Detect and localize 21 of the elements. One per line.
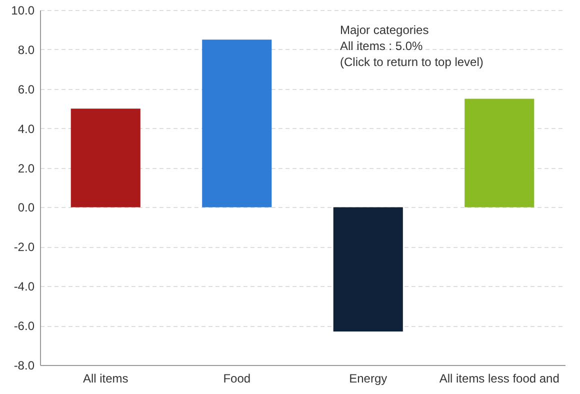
- y-tick-label: 2.0: [18, 161, 35, 176]
- y-tick-label: 6.0: [18, 82, 35, 96]
- bar: [464, 98, 534, 208]
- y-tick-label: 0.0: [18, 200, 35, 215]
- x-tick-label: All items: [82, 372, 128, 386]
- bar: [202, 40, 272, 208]
- y-tick-label: 10.0: [11, 4, 35, 18]
- x-tick-label: All items less food and: [439, 372, 560, 386]
- annotation: All items : 5.0%: [340, 39, 424, 53]
- y-tick-label: -6.0: [14, 319, 35, 334]
- y-tick-label: -2.0: [14, 240, 35, 254]
- annotation: (Click to return to top level): [340, 55, 484, 69]
- y-tick-label: -4.0: [14, 280, 35, 294]
- bar: [333, 207, 403, 332]
- bar: [70, 108, 140, 208]
- y-tick-label: 8.0: [18, 42, 35, 57]
- annotation: Major categories: [340, 23, 429, 37]
- x-tick-label: Food: [223, 372, 251, 386]
- x-tick-label: Energy: [349, 372, 388, 386]
- y-tick-label: -8.0: [14, 358, 35, 372]
- y-tick-label: 4.0: [18, 122, 35, 136]
